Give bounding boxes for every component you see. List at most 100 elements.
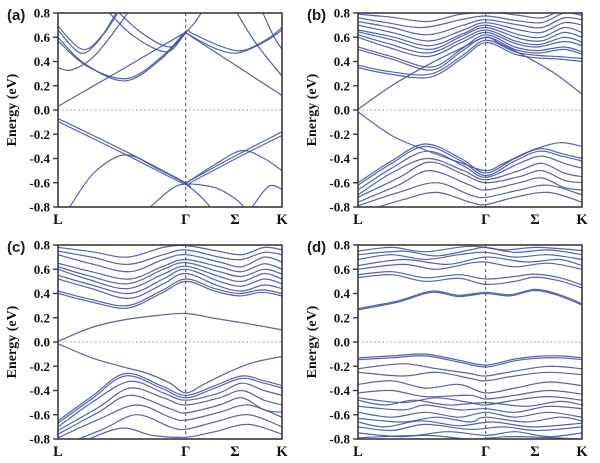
band-line [358, 39, 582, 76]
band-line [58, 258, 282, 280]
band-line [118, 13, 187, 48]
band-line [358, 182, 582, 207]
y-axis-label-c: Energy (eV) [5, 305, 20, 379]
y-tick-label: -0.2 [29, 127, 50, 142]
band-lines-group [58, 245, 282, 439]
band-line [58, 268, 282, 295]
x-tick-label: L [353, 212, 363, 228]
y-tick-label: 0.8 [334, 6, 351, 21]
band-line [58, 312, 282, 342]
band-line [358, 26, 582, 51]
band-line [358, 150, 582, 191]
band-line [358, 251, 582, 261]
band-lines-group [58, 13, 282, 207]
band-line [358, 161, 582, 198]
band-line [358, 261, 582, 270]
band-line [58, 120, 282, 188]
y-axis-label-b: Energy (eV) [305, 73, 320, 147]
band-line [58, 280, 282, 309]
panel-label-d: (d) [307, 239, 327, 256]
band-plot-d: 0.8 0.6 0.4 0.2 0.0 -0.2 -0.4 -0.6 -0.8L Γ Σ K [329, 238, 588, 461]
band-line [358, 157, 582, 196]
band-line [358, 355, 582, 368]
band-line [358, 380, 582, 394]
panel-label-a: (a) [7, 7, 26, 24]
band-line [358, 434, 582, 439]
panel-c: (c) Energy (eV) 0.8 0.6 0.4 0.2 0.0 -0.2 -0.4 -… [0, 232, 300, 463]
y-tick-label: -0.8 [29, 432, 50, 447]
band-line [358, 143, 582, 184]
x-tick-label: Γ [181, 212, 190, 228]
band-lines-group [358, 245, 582, 439]
band-line [358, 31, 582, 58]
panel-b: (b) Energy (eV) 0.8 0.6 0.4 0.2 0.0 -0.2 -0.4 -… [300, 0, 600, 231]
band-plot-b: 0.8 0.6 0.4 0.2 0.0 -0.2 -0.4 -0.6 -0.8L Γ Σ K [329, 6, 588, 229]
y-tick-label: 0.0 [334, 103, 350, 118]
band-line [149, 183, 245, 207]
band-plot-c: 0.8 0.6 0.4 0.2 0.0 -0.2 -0.4 -0.6 -0.8L Γ Σ K [29, 238, 288, 461]
y-tick-label: 0.2 [34, 310, 50, 325]
x-tick-label: Σ [530, 444, 539, 460]
band-line [358, 36, 582, 71]
band-line [58, 261, 282, 285]
band-line [58, 394, 282, 435]
y-tick-label: 0.6 [334, 262, 351, 277]
y-tick-label: -0.2 [329, 127, 350, 142]
band-line [358, 416, 582, 423]
x-tick-label: L [53, 212, 63, 228]
y-tick-label: -0.4 [329, 151, 350, 166]
band-line [358, 271, 582, 286]
panel-label-b: (b) [307, 7, 327, 24]
band-line [376, 191, 582, 207]
band-lines-group [358, 13, 582, 207]
y-tick-label: -0.2 [29, 359, 50, 374]
y-tick-label: -0.4 [29, 151, 50, 166]
band-line [358, 399, 582, 407]
band-line [58, 272, 282, 299]
y-tick-label: -0.8 [329, 432, 350, 447]
x-tick-label: L [353, 444, 363, 460]
band-line [358, 289, 582, 311]
y-tick-label: 0.6 [34, 30, 51, 45]
band-line [358, 42, 582, 79]
band-line [358, 353, 582, 366]
y-tick-label: -0.6 [329, 175, 350, 190]
band-line [58, 278, 282, 307]
band-line [358, 288, 582, 310]
band-line [358, 13, 582, 29]
band-line [358, 423, 582, 432]
band-line [358, 21, 582, 42]
x-tick-label: Σ [230, 444, 239, 460]
y-tick-label: -0.4 [29, 383, 50, 398]
y-tick-label: 0.6 [34, 262, 51, 277]
y-tick-label: 0.0 [334, 335, 350, 350]
band-line [58, 404, 282, 439]
x-tick-label: L [53, 444, 63, 460]
x-tick-label: K [276, 212, 288, 228]
y-tick-label: 0.2 [34, 78, 50, 93]
y-tick-label: -0.6 [29, 175, 50, 190]
y-tick-label: 0.4 [34, 286, 51, 301]
y-tick-label: 0.4 [334, 54, 351, 69]
band-line [358, 13, 557, 23]
y-tick-label: -0.6 [29, 407, 50, 422]
y-tick-label: 0.4 [34, 54, 51, 69]
band-line [358, 169, 582, 203]
band-line [358, 246, 582, 257]
band-line [108, 13, 187, 53]
band-line [58, 13, 129, 72]
band-line [58, 265, 282, 290]
y-tick-label: 0.8 [334, 238, 351, 253]
x-tick-label: Σ [230, 212, 239, 228]
band-line [358, 256, 582, 267]
band-line [236, 13, 282, 77]
y-tick-label: 0.6 [334, 30, 351, 45]
band-line [358, 395, 582, 406]
band-line [358, 24, 582, 47]
band-line [358, 245, 582, 253]
band-line [358, 420, 582, 428]
x-tick-label: Γ [181, 444, 190, 460]
y-tick-label: 0.2 [334, 310, 350, 325]
band-line [58, 343, 282, 394]
band-line [358, 363, 582, 377]
